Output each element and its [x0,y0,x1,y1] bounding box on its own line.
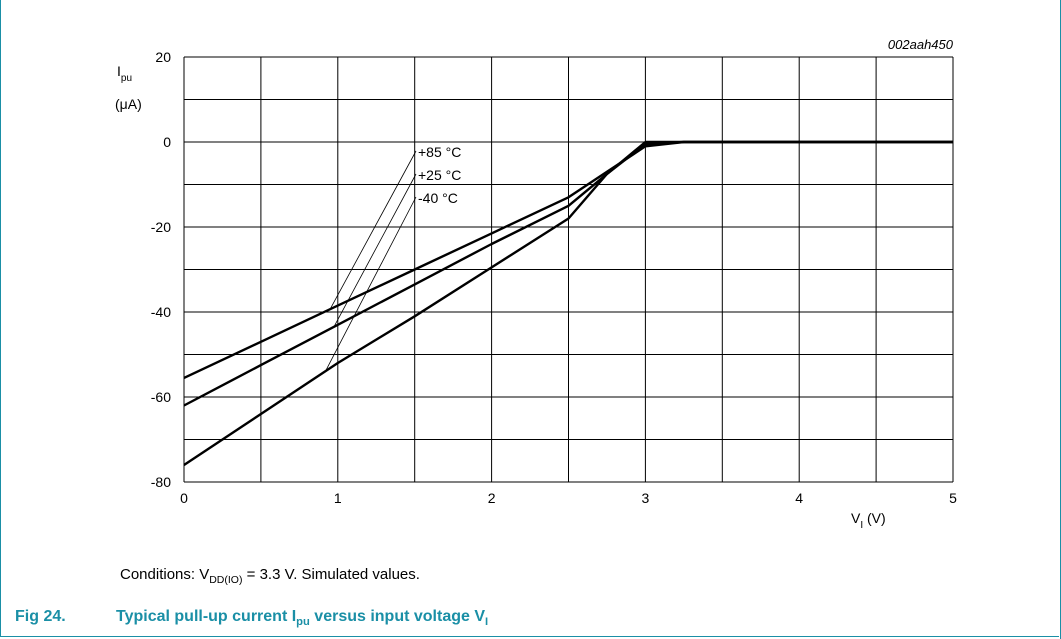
y-tick-label: -60 [151,389,171,405]
legend-label: -40 °C [418,190,458,206]
caption-text-a: Typical pull-up current I [116,608,297,625]
chart-grid [183,56,954,483]
x-tick-label: 4 [795,490,803,506]
y-tick-label: -20 [151,219,171,235]
legend-leader-line [325,196,417,372]
figure-id: 002aah450 [888,37,954,52]
x-tick-label: 1 [334,490,342,506]
legend-leader-line [329,150,417,310]
legend-label: +25 °C [418,167,461,183]
x-axis-label-unit: (V) [863,510,886,526]
caption-sub-b: I [485,616,489,629]
legend-leader-line [333,173,417,327]
legend-leader-lines [325,150,417,372]
series-line [183,140,953,467]
pull-up-current-chart: 0 1 2 3 4 5 20 0 -20 -40 -60 -80 +85 °C +25 °C -40 °C… [115,37,957,531]
chart-series [183,140,953,467]
x-axis-label: VI (V) [851,510,886,531]
y-tick-label: 20 [155,49,171,65]
x-axis-label-main: V [851,510,861,526]
y-axis-label: Ipu [117,63,132,84]
x-axis-label-sub: I [860,520,863,531]
y-tick-label: -80 [151,474,171,490]
conditions-prefix: Conditions: V [120,566,210,583]
y-axis-label-sub: pu [121,73,132,84]
figure-caption: Fig 24. Typical pull-up current Ipu versu… [15,608,488,628]
tick-labels: 0 1 2 3 4 5 20 0 -20 -40 -60 -80 [151,49,957,506]
conditions-sub: DD(IO) [209,574,243,586]
caption-text-b: versus input voltage V [309,608,485,625]
figure-number: Fig 24. [15,608,66,625]
y-axis-label-main: I [117,63,121,79]
caption-sub-a: pu [296,616,310,629]
y-axis-unit: (μA) [115,96,142,112]
y-tick-label: -40 [151,304,171,320]
conditions-suffix: = 3.3 V. Simulated values. [242,566,420,583]
x-tick-label: 2 [488,490,496,506]
legend: +85 °C +25 °C -40 °C [418,144,461,206]
conditions-note: Conditions: VDD(IO) = 3.3 V. Simulated v… [120,566,420,586]
x-tick-label: 3 [642,490,650,506]
x-tick-label: 5 [949,490,957,506]
y-tick-label: 0 [163,134,171,150]
x-tick-label: 0 [180,490,188,506]
legend-label: +85 °C [418,144,461,160]
